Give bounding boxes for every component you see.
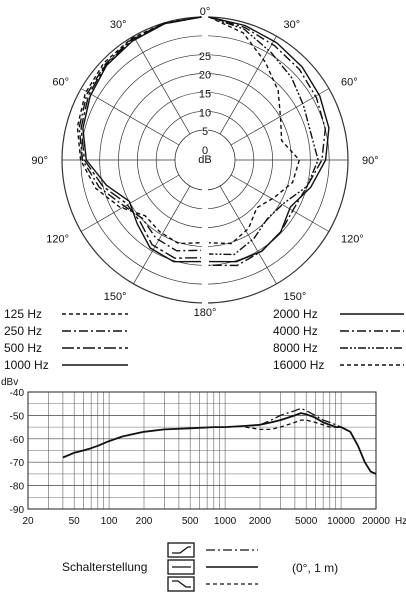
polar-angle-label: 30°	[110, 19, 127, 31]
polar-chart: dB 0 5 10 15 20 25 0° 30° 30° 60° 60° 90° 90° 120° 120…	[31, 6, 378, 319]
polar-grid	[61, 15, 349, 305]
polar-radial-tick-label: 20	[199, 70, 211, 82]
legend-label: 500 Hz	[4, 341, 42, 355]
x-tick-label: 2000	[249, 516, 272, 527]
x-tick-label: 10000	[327, 516, 355, 527]
polar-angle-label: 30°	[284, 19, 301, 31]
polar-series-line	[82, 16, 202, 263]
polar-angle-label: 150°	[284, 291, 307, 303]
polar-spoke	[219, 35, 277, 135]
x-tick-label: 200	[136, 516, 153, 527]
polar-series-left	[76, 16, 202, 263]
y-tick-label: -70	[10, 458, 25, 469]
frequency-series-line	[62, 412, 377, 475]
frequency-grid	[27, 391, 377, 510]
y-tick-label: -40	[10, 388, 25, 399]
frequency-series	[62, 407, 377, 475]
polar-center-gap	[202, 15, 208, 305]
switch-icon-1	[167, 542, 195, 558]
polar-series-line	[208, 16, 326, 267]
switch-icon-2	[167, 559, 195, 575]
switch-icon-3	[167, 576, 195, 592]
polar-series-line	[80, 16, 202, 259]
polar-center-label: dB	[198, 154, 211, 166]
legend-label: 1000 Hz	[4, 358, 49, 372]
polar-series-line	[208, 16, 319, 256]
polar-radial-tick-label: 25	[199, 51, 211, 63]
polar-angle-label: 60°	[341, 77, 358, 89]
legend-label: 8000 Hz	[273, 341, 318, 355]
x-unit-label: Hz	[395, 516, 406, 527]
polar-radial-tick-label: 0	[202, 145, 208, 157]
x-tick-label: 20	[22, 516, 34, 527]
polar-radial-tick-label: 10	[199, 107, 211, 119]
polar-angle-label: 120°	[46, 234, 69, 246]
y-tick-label: -50	[10, 411, 25, 422]
polar-labels: dB 0 5 10 15 20 25 0° 30° 30° 60° 60° 90° 90° 120° 120…	[31, 6, 378, 319]
frequency-series-line	[245, 419, 342, 431]
x-tick-label: 100	[101, 516, 118, 527]
x-tick-label: 20000	[362, 516, 390, 527]
y-tick-label: -60	[10, 435, 25, 446]
polar-spoke	[133, 185, 191, 285]
y-tick-label: -80	[10, 482, 25, 493]
polar-series-line	[76, 16, 202, 245]
polar-radial-tick-label: 15	[199, 89, 211, 101]
y-axis-label: dBv	[1, 377, 18, 388]
legend-label: 16000 Hz	[273, 358, 324, 372]
polar-angle-label: 150°	[104, 291, 127, 303]
frequency-plot-frame	[27, 391, 377, 510]
switch-legend: Schalterstellung (0°, 1 m)	[62, 542, 338, 592]
x-tick-label: 500	[182, 516, 199, 527]
legend-label: 2000 Hz	[273, 307, 318, 321]
polar-spoke	[230, 88, 330, 146]
polar-series-right	[208, 16, 330, 267]
x-tick-label: 1000	[214, 516, 237, 527]
polar-spoke	[219, 185, 277, 285]
legend-label: 4000 Hz	[273, 324, 318, 338]
legend-label: 250 Hz	[4, 324, 42, 338]
switch-note: (0°, 1 m)	[292, 561, 338, 575]
polar-angle-label: 90°	[31, 155, 48, 167]
polar-series-line	[78, 16, 202, 252]
x-tick-label: 5000	[295, 516, 318, 527]
polar-spoke	[80, 88, 180, 146]
legend-label: 125 Hz	[4, 307, 42, 321]
y-tick-label: -90	[10, 505, 25, 516]
polar-angle-label: 0°	[200, 6, 211, 18]
polar-radial-tick-label: 5	[202, 126, 208, 138]
switch-label: Schalterstellung	[62, 560, 147, 574]
frequency-series-line	[259, 407, 342, 428]
legend: 125 Hz 250 Hz 500 Hz 1000 Hz 2000 Hz 4000 Hz 8…	[4, 307, 404, 372]
polar-angle-label: 120°	[341, 234, 364, 246]
polar-angle-label: 90°	[362, 155, 379, 167]
polar-spoke	[133, 35, 191, 135]
polar-angle-label: 60°	[52, 77, 69, 89]
polar-spoke	[230, 174, 330, 232]
x-tick-label: 50	[69, 516, 81, 527]
polar-angle-label: 180°	[194, 307, 217, 319]
